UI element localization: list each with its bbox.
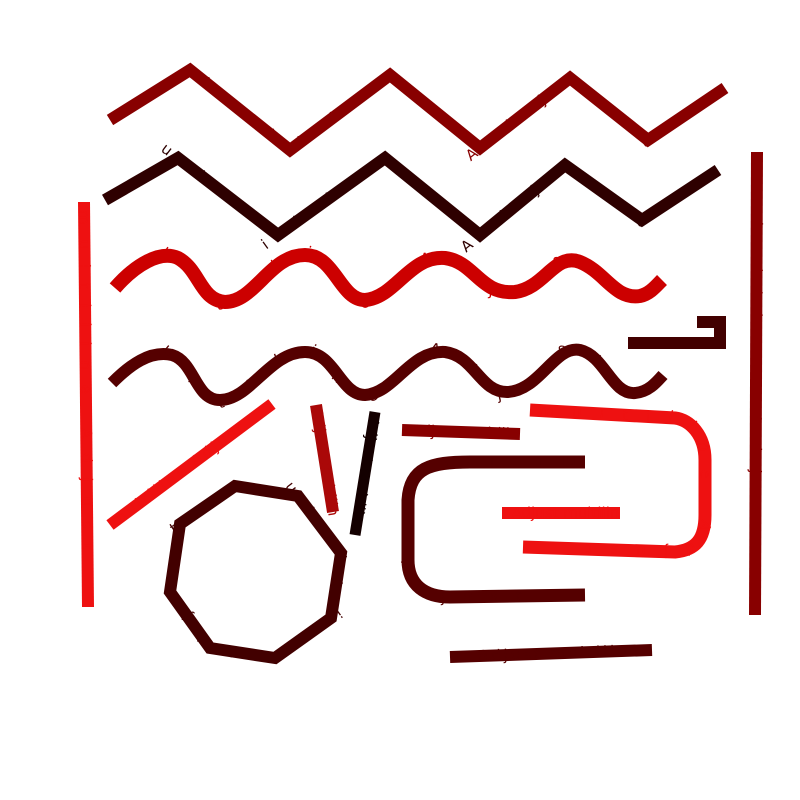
stroke-red-hook: multiline Adjust [522, 402, 716, 563]
stroke-right-vertical-bar: multiline Adjust [746, 151, 766, 616]
stroke-bottom-bar: Adjust multiline [449, 641, 653, 665]
stroke-label: multiline Adjust [108, 417, 250, 529]
stroke-zigzag-second: multiline Adjust [102, 139, 722, 256]
stroke-label: multiline Adjust [746, 161, 766, 569]
stroke-wave-dark: multiline Adjust [107, 339, 668, 413]
stroke-bracket-dark: multiline Adjust [397, 453, 586, 607]
stroke-label: Adjust multiline [347, 415, 384, 534]
stroke-label: multiline Adjust [539, 402, 716, 563]
stroke-label: multiline Adjust [118, 241, 622, 314]
stroke-label: multiline Adjust [116, 339, 624, 413]
stroke-label: multiline Adjust [118, 53, 682, 165]
stroke-octagon: multiline Adjust [160, 478, 349, 672]
stroke-label: Adjust multiline [478, 641, 642, 665]
stroke-label: multiline Adjust [160, 478, 349, 672]
stroke-label: multiline Adjust [397, 453, 576, 607]
stroke-left-vertical-bar: multiline Adjust [75, 201, 96, 608]
stroke-black-slant: Adjust multiline [347, 411, 384, 536]
stroke-corner-hook [628, 316, 726, 349]
stroke-label: multiline Adjust [75, 210, 96, 564]
stroke-zigzag-top: multiline Adjust [106, 53, 729, 165]
stroke-label: multiline Adjust [114, 139, 676, 256]
stroke-wave-red: multiline Adjust [109, 241, 668, 314]
